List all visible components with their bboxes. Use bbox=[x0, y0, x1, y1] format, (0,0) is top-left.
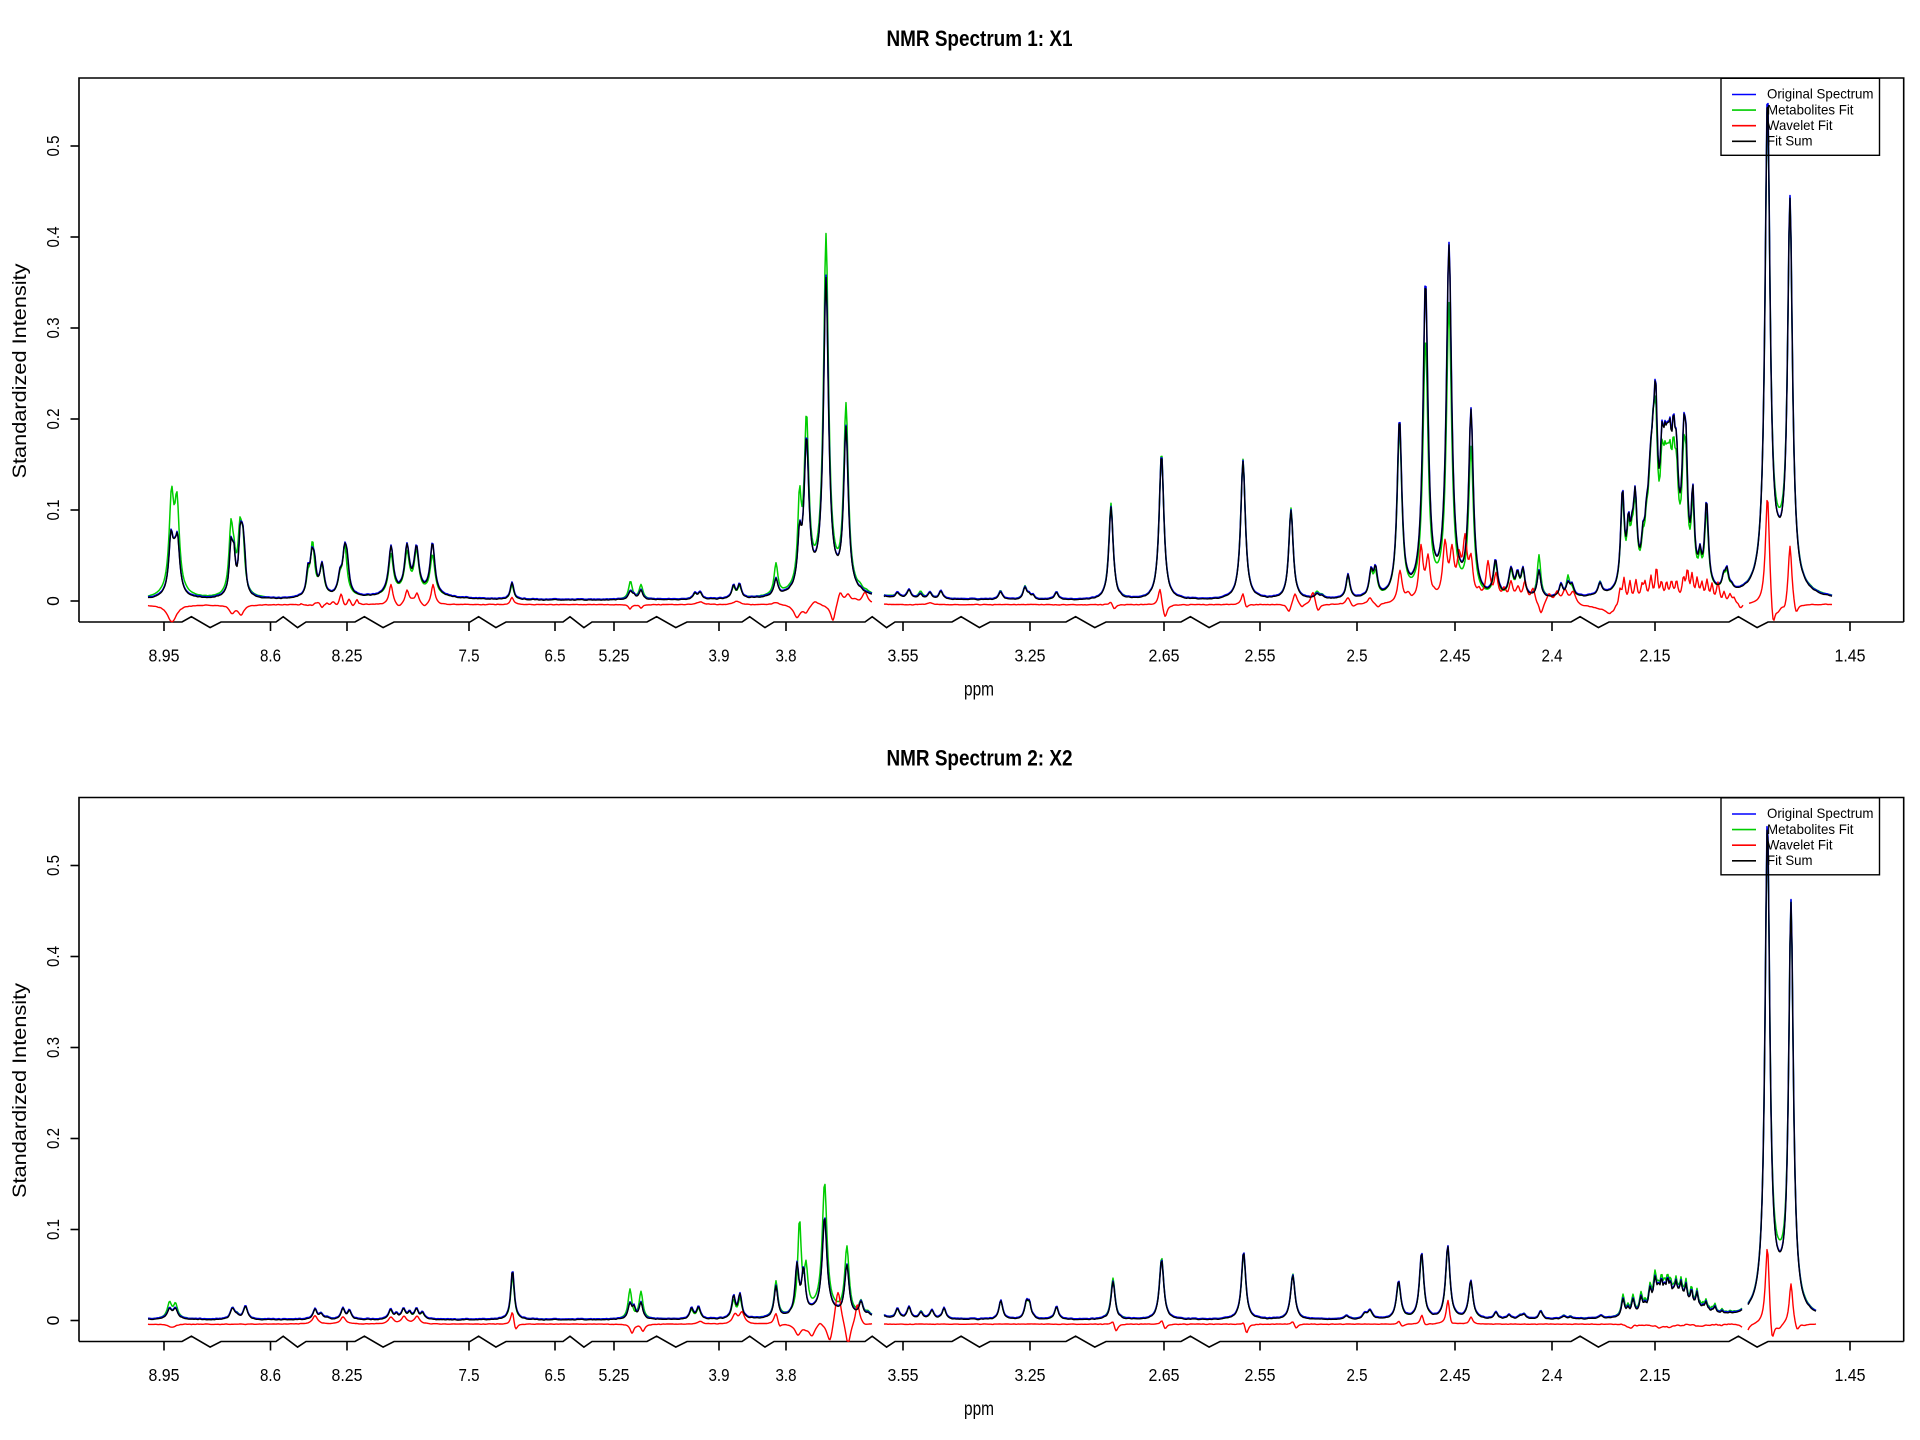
svg-text:2.55: 2.55 bbox=[1245, 1365, 1276, 1385]
svg-text:Original Spectrum: Original Spectrum bbox=[1767, 806, 1874, 821]
svg-text:2.5: 2.5 bbox=[1347, 646, 1368, 666]
svg-text:2.15: 2.15 bbox=[1640, 1365, 1671, 1385]
svg-text:8.95: 8.95 bbox=[149, 646, 180, 666]
svg-text:0: 0 bbox=[43, 1315, 63, 1325]
svg-text:2.4: 2.4 bbox=[1542, 646, 1563, 666]
svg-text:2.45: 2.45 bbox=[1440, 646, 1471, 666]
svg-text:0.4: 0.4 bbox=[43, 226, 63, 247]
svg-text:3.8: 3.8 bbox=[776, 1365, 797, 1385]
svg-text:Standardized Intensity: Standardized Intensity bbox=[10, 982, 31, 1198]
svg-text:0.4: 0.4 bbox=[43, 946, 63, 967]
svg-text:3.25: 3.25 bbox=[1015, 1365, 1046, 1385]
svg-text:7.5: 7.5 bbox=[459, 646, 480, 666]
svg-text:0.3: 0.3 bbox=[43, 318, 63, 339]
svg-text:Metabolites Fit: Metabolites Fit bbox=[1767, 102, 1854, 117]
svg-text:6.5: 6.5 bbox=[545, 646, 566, 666]
svg-text:ppm: ppm bbox=[964, 680, 994, 701]
svg-text:Fit Sum: Fit Sum bbox=[1767, 853, 1813, 868]
svg-text:0: 0 bbox=[43, 596, 63, 606]
svg-text:NMR Spectrum 1: X1: NMR Spectrum 1: X1 bbox=[887, 26, 1073, 51]
svg-text:ppm: ppm bbox=[964, 1399, 994, 1420]
svg-text:8.95: 8.95 bbox=[149, 1365, 180, 1385]
svg-text:3.9: 3.9 bbox=[709, 646, 730, 666]
svg-text:2.15: 2.15 bbox=[1640, 646, 1671, 666]
svg-text:0.5: 0.5 bbox=[43, 855, 63, 876]
svg-text:2.4: 2.4 bbox=[1542, 1365, 1563, 1385]
svg-text:8.6: 8.6 bbox=[260, 1365, 281, 1385]
svg-text:2.65: 2.65 bbox=[1149, 1365, 1180, 1385]
svg-text:8.25: 8.25 bbox=[332, 646, 363, 666]
svg-text:0.2: 0.2 bbox=[43, 1128, 63, 1149]
svg-text:6.5: 6.5 bbox=[545, 1365, 566, 1385]
svg-text:0.3: 0.3 bbox=[43, 1037, 63, 1058]
svg-text:2.5: 2.5 bbox=[1347, 1365, 1368, 1385]
svg-text:2.45: 2.45 bbox=[1440, 1365, 1471, 1385]
svg-text:1.45: 1.45 bbox=[1835, 1365, 1866, 1385]
svg-text:3.8: 3.8 bbox=[776, 646, 797, 666]
svg-text:2.65: 2.65 bbox=[1149, 646, 1180, 666]
svg-text:0.5: 0.5 bbox=[43, 136, 63, 157]
svg-text:Fit Sum: Fit Sum bbox=[1767, 134, 1813, 149]
svg-text:0.1: 0.1 bbox=[43, 500, 63, 521]
svg-text:3.55: 3.55 bbox=[888, 646, 919, 666]
svg-text:8.6: 8.6 bbox=[260, 646, 281, 666]
svg-text:Standardized Intensity: Standardized Intensity bbox=[10, 263, 31, 479]
svg-text:Original Spectrum: Original Spectrum bbox=[1767, 87, 1874, 102]
svg-text:Metabolites Fit: Metabolites Fit bbox=[1767, 822, 1854, 837]
svg-text:2.55: 2.55 bbox=[1245, 646, 1276, 666]
svg-text:1.45: 1.45 bbox=[1835, 646, 1866, 666]
svg-text:5.25: 5.25 bbox=[599, 1365, 630, 1385]
svg-text:5.25: 5.25 bbox=[599, 646, 630, 666]
svg-text:0.1: 0.1 bbox=[43, 1219, 63, 1240]
svg-text:3.9: 3.9 bbox=[709, 1365, 730, 1385]
svg-text:7.5: 7.5 bbox=[459, 1365, 480, 1385]
svg-text:Wavelet Fit: Wavelet Fit bbox=[1767, 118, 1833, 133]
svg-text:3.25: 3.25 bbox=[1015, 646, 1046, 666]
svg-text:Wavelet Fit: Wavelet Fit bbox=[1767, 837, 1833, 852]
svg-text:3.55: 3.55 bbox=[888, 1365, 919, 1385]
svg-text:8.25: 8.25 bbox=[332, 1365, 363, 1385]
svg-text:0.2: 0.2 bbox=[43, 409, 63, 430]
svg-text:NMR Spectrum 2: X2: NMR Spectrum 2: X2 bbox=[887, 746, 1073, 771]
